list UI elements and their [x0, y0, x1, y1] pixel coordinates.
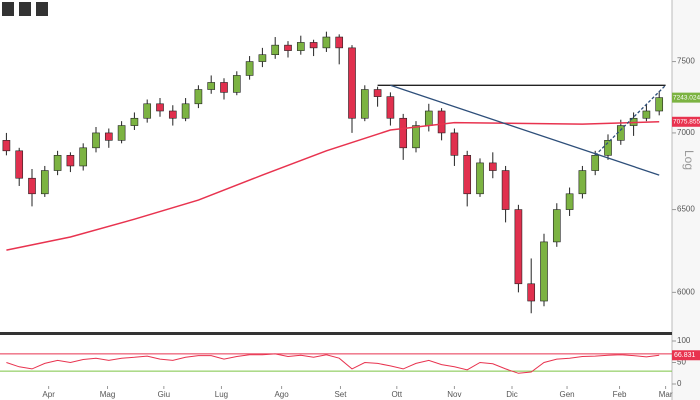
candle-body [604, 140, 612, 156]
candle-body [309, 42, 318, 49]
candle-body [79, 147, 88, 167]
candle-body [66, 155, 75, 167]
candle-body [527, 283, 536, 302]
candle-body [514, 209, 523, 285]
candle-body [130, 117, 139, 126]
candle-body [642, 110, 651, 119]
candle-body [15, 150, 24, 179]
candle-body [53, 155, 62, 171]
candle-body [258, 54, 267, 62]
x-tick-label: Ago [274, 390, 289, 399]
candle-body [655, 97, 664, 112]
x-tick-label: Mag [100, 390, 116, 399]
x-tick-label: Apr [42, 390, 55, 399]
x-tick-label: Mar [659, 390, 673, 399]
candle-body [540, 241, 548, 302]
trendline [594, 84, 667, 156]
y-tick-label: 7500 [677, 57, 695, 66]
candle-body [296, 42, 305, 51]
candle-body [424, 110, 433, 126]
y-tick-label: 6500 [677, 205, 695, 214]
candle-body [143, 103, 152, 119]
candle-body [386, 96, 395, 119]
candle-body [476, 162, 484, 195]
rsi-tick-label: 100 [677, 336, 691, 345]
candle-body [552, 209, 561, 243]
candle-body [92, 132, 100, 149]
candle-body [156, 103, 164, 112]
candle-body [322, 36, 331, 49]
candle-body [117, 125, 126, 141]
rsi-tick-label: 0 [677, 379, 682, 388]
candle-body [501, 170, 510, 210]
ma-price-box [672, 116, 700, 127]
panel-divider [0, 332, 672, 335]
candle-body [232, 75, 241, 93]
last-price-box [672, 92, 700, 103]
rsi-line [6, 353, 660, 374]
ma-price-label: 7075.8559 [673, 118, 700, 125]
candle-body [463, 155, 472, 195]
rsi-tick-label: 50 [677, 358, 686, 367]
x-tick-label: Feb [613, 390, 627, 399]
axis-column [672, 0, 700, 400]
candle-body [399, 117, 408, 149]
y-tick-label: 7000 [677, 128, 695, 137]
candle-body [450, 132, 459, 156]
candle-body [168, 110, 177, 119]
candle-body [348, 47, 356, 119]
last-price-label: 7243.0242 [673, 94, 700, 101]
candle-body [488, 162, 497, 171]
candle-body [437, 110, 446, 134]
moving-average [6, 121, 660, 251]
x-tick-label: Giu [158, 390, 170, 399]
candle-body [194, 89, 203, 105]
y-tick-label: 6000 [677, 287, 695, 296]
candle-body [591, 155, 600, 171]
candle-body [207, 82, 216, 90]
candle-body [104, 132, 113, 141]
candle-body [565, 193, 574, 210]
candle-body [245, 61, 254, 76]
candle-body [373, 89, 382, 97]
tool-button[interactable] [2, 2, 14, 16]
tool-button[interactable] [36, 2, 48, 16]
candle-body [360, 89, 369, 119]
x-tick-label: Nov [447, 390, 461, 399]
rsi-value-box [672, 350, 700, 361]
candle-body [2, 140, 11, 152]
scale-label: Log [682, 150, 696, 170]
candle-body [335, 36, 344, 49]
toolbar[interactable] [2, 2, 48, 16]
candle-body [28, 177, 36, 195]
x-tick-label: Set [334, 390, 347, 399]
candle-body [220, 82, 228, 93]
candle-body [284, 44, 292, 51]
candle-body [40, 170, 49, 195]
candle-body [181, 103, 190, 119]
x-tick-label: Lug [215, 390, 228, 399]
x-tick-label: Ott [391, 390, 402, 399]
rsi-value-label: 66.831 [674, 352, 696, 359]
candle-body [271, 44, 280, 55]
candle-body [412, 125, 420, 149]
tool-button[interactable] [19, 2, 31, 16]
trendline [390, 84, 660, 176]
candle-body [578, 170, 587, 195]
x-tick-label: Dic [506, 390, 518, 399]
x-tick-label: Gen [559, 390, 574, 399]
